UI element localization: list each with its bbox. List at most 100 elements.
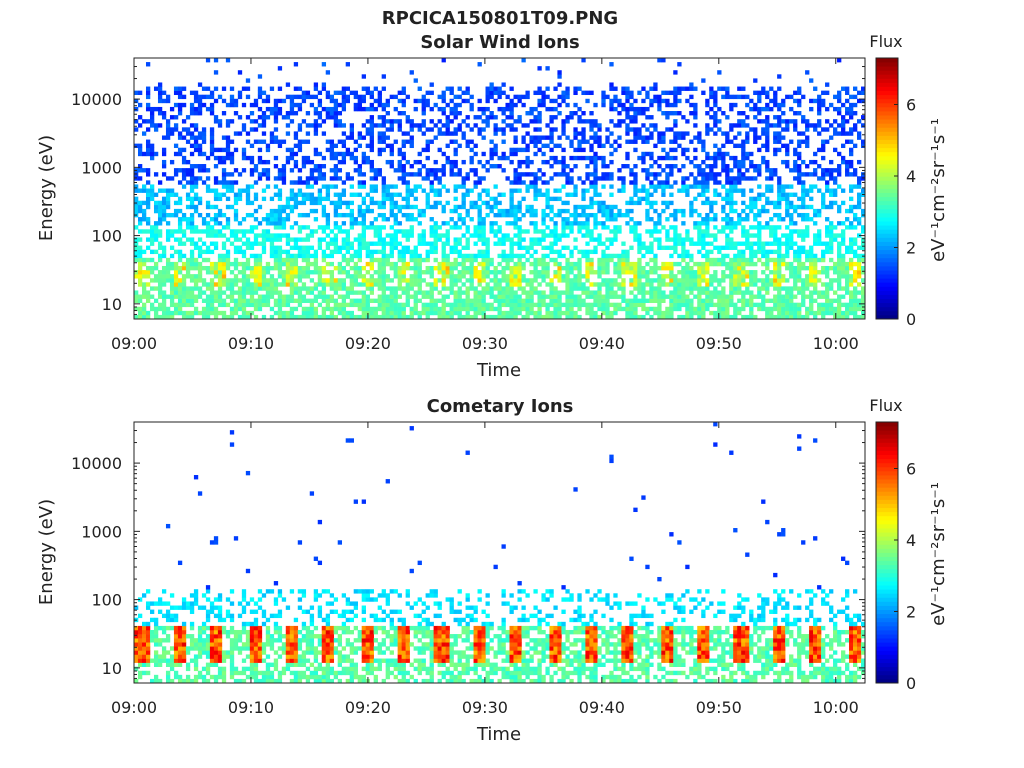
- heatmap-cell: [333, 200, 339, 206]
- heatmap-cell: [317, 274, 323, 279]
- heatmap-cell: [781, 306, 786, 312]
- heatmap-cell: [293, 237, 299, 242]
- heatmap-cell: [629, 180, 634, 185]
- heatmap-cell: [317, 192, 323, 197]
- heatmap-cell: [553, 86, 558, 91]
- heatmap-cell: [385, 98, 390, 104]
- heatmap-cell: [589, 90, 594, 96]
- heatmap-cell: [601, 102, 606, 108]
- heatmap-cell: [593, 314, 598, 320]
- heatmap-cell: [365, 225, 370, 230]
- heatmap-cell: [437, 314, 442, 320]
- heatmap-cell: [705, 164, 710, 169]
- heatmap-cell: [725, 245, 730, 250]
- heatmap-cell: [469, 253, 474, 259]
- heatmap-cell: [329, 229, 335, 234]
- heatmap-cell: [173, 229, 179, 234]
- heatmap-cell: [361, 278, 366, 283]
- heatmap-cell: [729, 208, 734, 214]
- heatmap-cell: [401, 229, 406, 234]
- heatmap-cell: [481, 261, 486, 267]
- heatmap-cell: [693, 310, 698, 316]
- heatmap-cell: [401, 306, 406, 312]
- heatmap-cell: [381, 115, 386, 120]
- heatmap-cell: [257, 159, 263, 165]
- heatmap-cell: [417, 168, 422, 173]
- heatmap-cell: [545, 294, 550, 299]
- heatmap-cell: [365, 306, 370, 312]
- heatmap-cell: [577, 270, 582, 275]
- heatmap-cell: [229, 159, 235, 165]
- heatmap-cell: [773, 229, 778, 234]
- heatmap-cell: [661, 135, 666, 140]
- heatmap-cell: [601, 159, 606, 165]
- heatmap-cell: [781, 192, 786, 197]
- heatmap-cell: [489, 204, 494, 210]
- heatmap-cell: [361, 294, 366, 299]
- heatmap-cell: [645, 94, 650, 100]
- heatmap-cell: [549, 164, 554, 169]
- heatmap-cell: [573, 278, 578, 283]
- heatmap-cell: [489, 270, 494, 275]
- heatmap-cell: [465, 298, 470, 303]
- heatmap-cell: [357, 241, 362, 246]
- heatmap-cell: [601, 155, 606, 161]
- heatmap-cell: [501, 257, 506, 263]
- heatmap-cell: [721, 225, 726, 230]
- heatmap-cell: [213, 196, 219, 202]
- heatmap-cell: [749, 245, 754, 250]
- heatmap-cell: [321, 314, 327, 320]
- heatmap-cell: [585, 302, 590, 308]
- heatmap-cell: [229, 298, 235, 303]
- heatmap-cell: [177, 90, 183, 96]
- heatmap-cell: [721, 294, 726, 299]
- heatmap-cell: [485, 90, 490, 96]
- heatmap-cell: [701, 286, 706, 291]
- heatmap-cell: [489, 147, 494, 153]
- heatmap-cell: [633, 225, 638, 230]
- heatmap-cell: [153, 261, 159, 267]
- heatmap-cell: [637, 135, 642, 140]
- heatmap-cell: [469, 274, 474, 279]
- heatmap-cell: [641, 139, 646, 144]
- heatmap-cell: [421, 123, 426, 128]
- heatmap-cell: [401, 180, 406, 185]
- heatmap-cell: [233, 306, 239, 312]
- heatmap-cell: [353, 261, 358, 267]
- heatmap-cell: [397, 282, 402, 287]
- heatmap-cell: [353, 192, 358, 197]
- heatmap-cell: [321, 204, 327, 210]
- heatmap-cell: [225, 123, 231, 128]
- heatmap-cell: [605, 257, 610, 263]
- heatmap-cell: [701, 270, 706, 275]
- heatmap-cell: [741, 119, 746, 124]
- heatmap-cell: [549, 278, 554, 283]
- heatmap-cell: [545, 94, 550, 100]
- heatmap-cell: [601, 302, 606, 308]
- heatmap-cell: [409, 172, 414, 177]
- heatmap-cell: [341, 306, 347, 312]
- heatmap-cell: [621, 257, 626, 263]
- heatmap-cell: [221, 278, 227, 283]
- heatmap-cell: [425, 98, 430, 104]
- heatmap-cell: [337, 278, 343, 283]
- heatmap-cell: [413, 217, 418, 222]
- heatmap-cell: [205, 204, 211, 210]
- heatmap-cell: [257, 147, 263, 153]
- heatmap-cell: [513, 212, 518, 218]
- heatmap-cell: [317, 90, 323, 96]
- heatmap-cell: [713, 314, 718, 320]
- heatmap-cell: [277, 265, 283, 271]
- heatmap-cell: [593, 184, 598, 189]
- heatmap-cell: [149, 147, 155, 153]
- heatmap-cell: [137, 115, 143, 120]
- heatmap-cell: [581, 90, 586, 96]
- heatmap-cell: [385, 184, 390, 189]
- heatmap-cell: [721, 302, 726, 308]
- heatmap-cell: [297, 180, 303, 185]
- heatmap-cell: [309, 261, 315, 267]
- heatmap-cell: [225, 204, 231, 210]
- heatmap-cell: [457, 237, 462, 242]
- heatmap-cell: [625, 270, 630, 275]
- heatmap-cell: [497, 106, 502, 112]
